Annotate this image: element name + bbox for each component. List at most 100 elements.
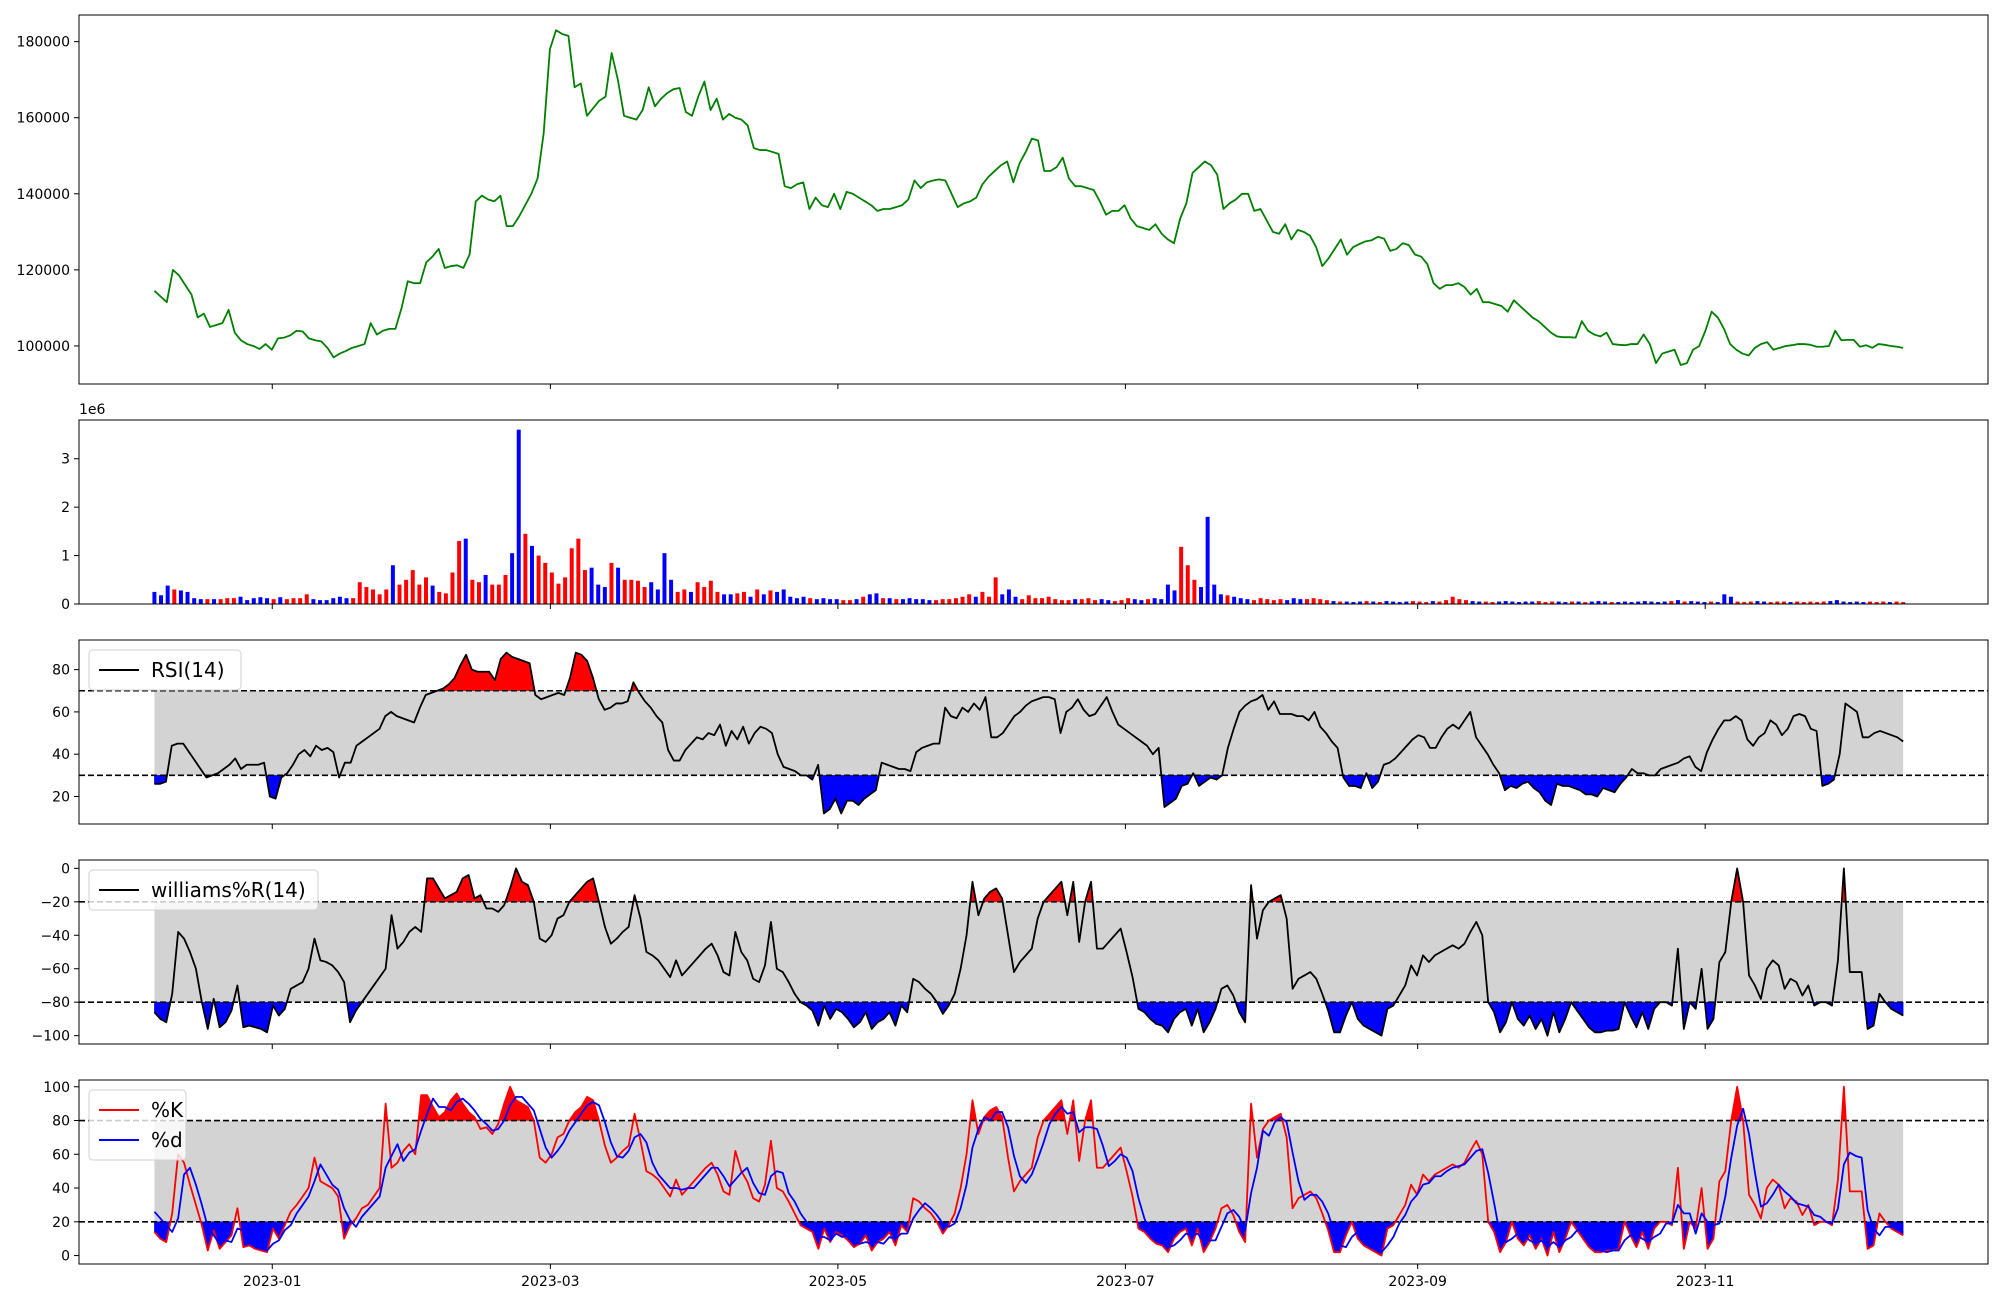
volume-bar xyxy=(669,579,674,604)
volume-bar xyxy=(887,598,892,604)
volume-bar xyxy=(304,594,309,604)
volume-bar xyxy=(702,587,707,604)
volume-bar xyxy=(1748,601,1753,604)
volume-bar xyxy=(1735,601,1740,604)
volume-bar xyxy=(907,598,912,604)
oversold-fill xyxy=(154,775,1836,814)
y-tick-label: 140000 xyxy=(17,187,70,203)
volume-bar xyxy=(1179,546,1184,604)
volume-bar xyxy=(675,591,680,604)
volume-bar xyxy=(1291,598,1296,604)
volume-bar xyxy=(536,555,541,604)
volume-bar xyxy=(569,548,574,604)
volume-bar xyxy=(1225,595,1230,604)
volume-bar xyxy=(1192,579,1197,604)
plot-area xyxy=(152,429,1906,604)
volume-bar xyxy=(1006,589,1011,604)
volume-bar xyxy=(1146,599,1151,604)
series-line--d xyxy=(153,1095,1904,1254)
volume-bar xyxy=(1000,594,1005,604)
volume-bar xyxy=(973,596,978,604)
volume-bar xyxy=(1066,600,1071,604)
volume-bar xyxy=(900,599,905,604)
volume-bar xyxy=(927,600,932,604)
volume-bar xyxy=(404,579,409,604)
volume-bar xyxy=(1199,587,1203,604)
volume-bar xyxy=(1702,602,1707,604)
volume-bar xyxy=(1205,516,1210,604)
volume-bar xyxy=(1324,600,1329,604)
volume-bar xyxy=(1808,601,1813,604)
volume-bar xyxy=(1477,601,1482,604)
volume-bar xyxy=(331,598,336,604)
volume-bar xyxy=(1656,602,1661,604)
volume-bar xyxy=(377,594,382,604)
volume-bar xyxy=(1238,598,1243,604)
volume-bar xyxy=(1404,601,1409,604)
volume-bar xyxy=(1258,598,1263,604)
volume-bar xyxy=(1410,601,1415,604)
volume-bar xyxy=(490,584,495,604)
volume-bar xyxy=(218,599,223,604)
volume-bar xyxy=(609,562,614,604)
volume-bar xyxy=(510,553,515,604)
volume-bar xyxy=(225,598,230,604)
volume-bar xyxy=(775,591,780,604)
legend-box xyxy=(88,649,242,691)
volume-bar xyxy=(470,579,475,604)
x-tick-label: 2023-05 xyxy=(809,1274,868,1290)
volume-bar xyxy=(1311,598,1316,604)
volume-bar xyxy=(364,587,369,604)
volume-bar xyxy=(258,597,263,604)
volume-bar xyxy=(298,598,303,604)
y-tick-label: −20 xyxy=(40,895,70,911)
volume-bar xyxy=(741,591,746,604)
volume-bar xyxy=(1669,601,1674,604)
volume-bar xyxy=(556,583,561,604)
volume-bar xyxy=(1483,601,1488,604)
volume-bar xyxy=(1569,601,1574,604)
volume-bar xyxy=(682,589,687,604)
volume-bar xyxy=(1463,600,1468,604)
y-tick-label: 0 xyxy=(61,861,70,877)
legend: RSI(14) xyxy=(88,649,242,691)
volume-bar xyxy=(1053,599,1058,604)
volume-bar xyxy=(1854,601,1859,604)
volume-bar xyxy=(278,597,283,604)
volume-bar xyxy=(722,594,727,604)
volume-bar xyxy=(1695,601,1700,604)
volume-bar xyxy=(1152,598,1157,604)
volume-bar xyxy=(159,595,164,604)
volume-bar xyxy=(178,590,183,604)
range-band xyxy=(154,690,1904,776)
legend-label: %d xyxy=(151,1128,183,1152)
volume-bar xyxy=(1285,600,1290,604)
volume-bar xyxy=(1444,600,1449,604)
volume-bar xyxy=(1510,601,1515,604)
volume-bar xyxy=(894,599,899,604)
volume-bar xyxy=(794,598,799,604)
volume-bar xyxy=(828,599,833,604)
volume-bar xyxy=(1165,584,1170,604)
panel-rsi: 20 40 60 80 RSI(14) xyxy=(52,639,1989,829)
series-line-rsi-14- xyxy=(154,651,1904,815)
volume-bar xyxy=(1318,599,1323,604)
volume-bar xyxy=(1073,599,1078,604)
volume-bar xyxy=(1642,601,1647,604)
volume-bar xyxy=(284,599,289,604)
y-tick-label: 80 xyxy=(52,1114,70,1130)
volume-bar xyxy=(1795,601,1800,604)
volume-bar xyxy=(1470,601,1475,604)
plot-area xyxy=(153,29,1904,366)
volume-bar xyxy=(1384,601,1389,604)
volume-bar xyxy=(1762,601,1767,604)
volume-bar xyxy=(1132,599,1137,604)
volume-bar xyxy=(1788,602,1793,604)
volume-bar xyxy=(192,598,197,604)
volume-bar xyxy=(1834,600,1839,604)
volume-bar xyxy=(410,570,415,604)
volume-bar xyxy=(1563,602,1568,604)
volume-bar xyxy=(728,594,733,604)
volume-bar xyxy=(1675,600,1680,604)
